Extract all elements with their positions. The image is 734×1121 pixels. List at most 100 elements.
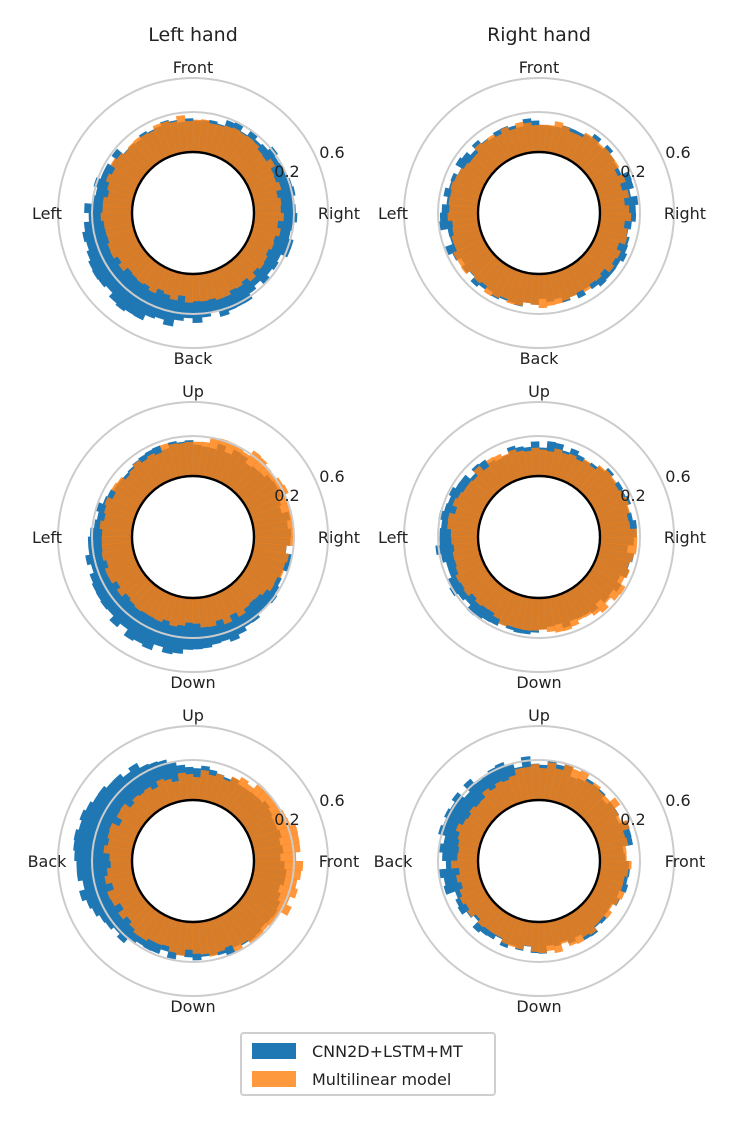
bar-multilinear-20 bbox=[595, 223, 628, 237]
bar-multilinear-70 bbox=[175, 115, 189, 155]
bar-multilinear-14 bbox=[594, 830, 626, 846]
bar-multilinear-44 bbox=[477, 902, 502, 928]
bar-multilinear-57 bbox=[457, 831, 484, 846]
bar-multilinear-69 bbox=[168, 121, 183, 157]
bar-multilinear-45 bbox=[127, 250, 152, 274]
direction-label-left: Left bbox=[378, 204, 408, 223]
bar-multilinear-18 bbox=[251, 537, 295, 547]
bar-multilinear-69 bbox=[516, 450, 529, 481]
bar-multilinear-53 bbox=[101, 536, 135, 545]
tick-label-0.2: 0.2 bbox=[274, 162, 299, 181]
bar-multilinear-0 bbox=[193, 441, 202, 479]
bar-multilinear-57 bbox=[450, 181, 484, 198]
bar-multilinear-32 bbox=[554, 916, 569, 945]
bar-multilinear-9 bbox=[234, 464, 272, 500]
bar-multilinear-53 bbox=[110, 860, 135, 869]
bar-multilinear-19 bbox=[251, 218, 279, 229]
bar-multilinear-1 bbox=[198, 441, 210, 479]
bar-multilinear-55 bbox=[458, 846, 481, 856]
bar-multilinear-27 bbox=[576, 902, 600, 927]
bar-multilinear-7 bbox=[572, 782, 602, 816]
bar-multilinear-8 bbox=[576, 465, 606, 496]
grid-ring-outer bbox=[403, 725, 675, 997]
bar-multilinear-26 bbox=[234, 250, 258, 273]
bar-multilinear-52 bbox=[453, 541, 481, 552]
polar-panel-6: 0.2 0.6 Up Down Back Front bbox=[374, 706, 706, 1016]
bar-multilinear-4 bbox=[559, 768, 581, 808]
bar-multilinear-71 bbox=[531, 447, 540, 479]
bar-multilinear-68 bbox=[508, 774, 524, 806]
bar-multilinear-51 bbox=[452, 223, 483, 236]
bar-multilinear-4 bbox=[559, 131, 577, 160]
bar-multilinear-66 bbox=[495, 133, 515, 162]
bar-multilinear-15 bbox=[595, 189, 630, 203]
bar-multilinear-59 bbox=[457, 167, 489, 189]
bar-multilinear-19 bbox=[251, 542, 287, 554]
bar-multilinear-25 bbox=[238, 570, 268, 596]
bar-multilinear-40 bbox=[499, 266, 519, 300]
bar-multilinear-71 bbox=[530, 763, 540, 803]
direction-label-left: Back bbox=[374, 852, 414, 871]
bar-multilinear-40 bbox=[157, 266, 173, 292]
bar-multilinear-45 bbox=[475, 898, 498, 920]
column-title-2: Right hand bbox=[487, 24, 591, 46]
bar-multilinear-9 bbox=[234, 148, 263, 176]
bar-multilinear-43 bbox=[136, 258, 160, 285]
bar-multilinear-29 bbox=[222, 585, 246, 618]
bar-multilinear-14 bbox=[594, 183, 623, 198]
direction-label-left: Back bbox=[28, 852, 68, 871]
bar-multilinear-35 bbox=[538, 271, 548, 309]
legend-swatch-cnn bbox=[252, 1043, 296, 1059]
bar-multilinear-39 bbox=[162, 592, 178, 622]
bar-multilinear-38 bbox=[168, 917, 183, 953]
bar-multilinear-47 bbox=[117, 242, 145, 263]
bar-multilinear-58 bbox=[105, 173, 140, 193]
bar-multilinear-3 bbox=[554, 125, 571, 158]
bar-multilinear-46 bbox=[467, 894, 494, 918]
legend-label-cnn: CNN2D+LSTM+MT bbox=[312, 1041, 463, 1061]
bar-multilinear-12 bbox=[244, 484, 289, 513]
bar-multilinear-40 bbox=[154, 914, 173, 946]
bar-multilinear-27 bbox=[576, 578, 609, 613]
bar-multilinear-42 bbox=[489, 909, 510, 936]
bar-multilinear-61 bbox=[466, 480, 494, 504]
bar-multilinear-35 bbox=[538, 595, 548, 630]
bar-multilinear-32 bbox=[208, 592, 223, 622]
bar-multilinear-42 bbox=[143, 261, 164, 288]
bar-multilinear-48 bbox=[455, 561, 488, 583]
bar-multilinear-53 bbox=[451, 536, 481, 545]
direction-label-top: Up bbox=[528, 382, 550, 401]
bar-multilinear-68 bbox=[159, 443, 178, 482]
bar-multilinear-45 bbox=[126, 898, 152, 922]
direction-label-bottom: Down bbox=[170, 673, 215, 692]
bar-multilinear-23 bbox=[589, 561, 625, 585]
bar-multilinear-55 bbox=[99, 520, 135, 532]
bar-multilinear-26 bbox=[580, 250, 605, 275]
direction-label-top: Front bbox=[519, 58, 559, 77]
direction-label-bottom: Down bbox=[516, 997, 561, 1016]
bar-multilinear-32 bbox=[208, 916, 226, 953]
bar-multilinear-62 bbox=[124, 473, 152, 500]
bar-multilinear-58 bbox=[453, 174, 486, 193]
bar-multilinear-36 bbox=[184, 919, 193, 950]
legend-label-multilinear: Multilinear model bbox=[312, 1069, 452, 1089]
polar-panel-5: 0.2 0.6 Up Down Back Front bbox=[28, 706, 360, 1016]
bar-multilinear-28 bbox=[572, 906, 597, 936]
bar-multilinear-49 bbox=[107, 880, 140, 900]
direction-label-left: Left bbox=[32, 528, 62, 547]
bar-multilinear-9 bbox=[580, 147, 611, 176]
bar-multilinear-30 bbox=[217, 588, 237, 616]
grid-ring-inner bbox=[91, 111, 295, 315]
legend: CNN2D+LSTM+MT Multilinear model bbox=[240, 1032, 496, 1096]
bar-multilinear-12 bbox=[590, 815, 622, 837]
bar-multilinear-15 bbox=[249, 190, 278, 203]
bar-multilinear-32 bbox=[208, 268, 224, 301]
bar-multilinear-26 bbox=[234, 574, 261, 600]
bar-multilinear-62 bbox=[129, 802, 152, 824]
bar-multilinear-16 bbox=[251, 842, 301, 857]
bar-multilinear-49 bbox=[107, 232, 140, 252]
direction-label-left: Left bbox=[32, 204, 62, 223]
direction-label-right: Right bbox=[664, 204, 706, 223]
bar-multilinear-7 bbox=[572, 137, 599, 168]
bar-multilinear-1 bbox=[198, 769, 210, 803]
